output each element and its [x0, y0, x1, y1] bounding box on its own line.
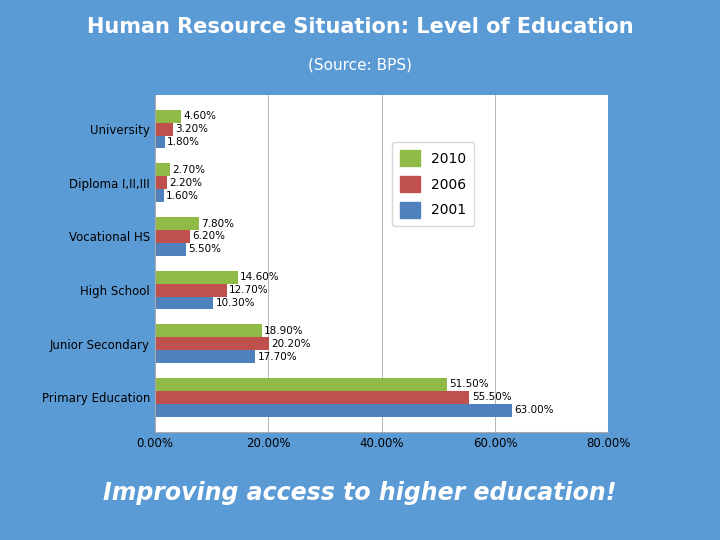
Bar	[155, 296, 213, 309]
Text: 51.50%: 51.50%	[449, 380, 489, 389]
Text: 17.70%: 17.70%	[258, 352, 297, 362]
Text: 18.90%: 18.90%	[264, 326, 304, 336]
Text: 63.00%: 63.00%	[514, 405, 554, 415]
Text: 20.20%: 20.20%	[271, 339, 311, 349]
Text: 10.30%: 10.30%	[215, 298, 255, 308]
Text: 55.50%: 55.50%	[472, 393, 511, 402]
Text: 12.70%: 12.70%	[229, 285, 269, 295]
Bar	[155, 189, 164, 202]
Bar	[155, 230, 190, 243]
Text: 6.20%: 6.20%	[192, 232, 225, 241]
Bar	[155, 325, 262, 338]
Text: 2.20%: 2.20%	[169, 178, 202, 188]
Text: Human Resource Situation: Level of Education: Human Resource Situation: Level of Educa…	[86, 17, 634, 37]
Legend: 2010, 2006, 2001: 2010, 2006, 2001	[392, 142, 474, 226]
Text: 2.70%: 2.70%	[172, 165, 205, 175]
Text: 1.60%: 1.60%	[166, 191, 199, 201]
Bar	[155, 217, 199, 230]
Text: 1.80%: 1.80%	[167, 137, 200, 147]
Bar	[155, 123, 173, 136]
Bar	[155, 110, 181, 123]
Text: 7.80%: 7.80%	[202, 219, 234, 228]
Text: (Source: BPS): (Source: BPS)	[308, 58, 412, 73]
Bar	[155, 391, 469, 404]
Bar	[155, 164, 170, 177]
Bar	[155, 136, 165, 148]
Bar	[155, 243, 186, 256]
Bar	[155, 177, 167, 189]
Bar	[155, 271, 238, 284]
Text: 3.20%: 3.20%	[175, 124, 208, 134]
Bar	[155, 284, 227, 296]
Bar	[155, 404, 512, 417]
Text: 5.50%: 5.50%	[188, 244, 221, 254]
Bar	[155, 350, 255, 363]
Text: 14.60%: 14.60%	[240, 272, 279, 282]
Bar	[155, 338, 269, 350]
Text: Improving access to higher education!: Improving access to higher education!	[103, 481, 617, 505]
Text: 4.60%: 4.60%	[183, 111, 216, 122]
Bar	[155, 378, 447, 391]
